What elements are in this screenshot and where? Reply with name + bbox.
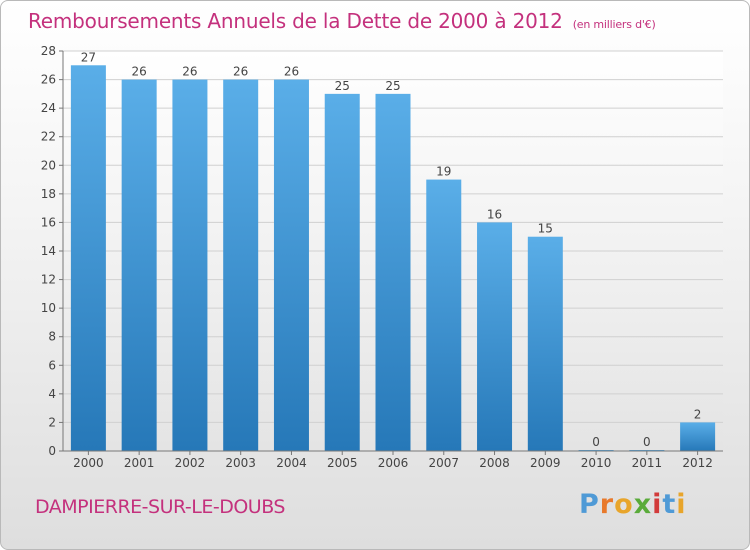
x-tick-label-2012: 2012 <box>682 456 713 470</box>
x-tick-label-2000: 2000 <box>73 456 104 470</box>
y-tick-label: 2 <box>48 415 56 429</box>
bar-2003 <box>223 79 259 452</box>
x-tick-label-2007: 2007 <box>428 456 459 470</box>
x-tick-label-2011: 2011 <box>632 456 663 470</box>
logo-letter: i <box>652 489 663 520</box>
y-tick-label: 16 <box>41 215 56 229</box>
y-tick-label: 0 <box>48 444 56 458</box>
y-tick-label: 24 <box>41 101 56 115</box>
y-tick-label: 22 <box>41 130 56 144</box>
bar-2002 <box>172 79 208 452</box>
logo-letter: t <box>662 489 677 520</box>
x-tick-label-2006: 2006 <box>378 456 409 470</box>
bar-2006 <box>375 93 411 451</box>
x-tick-label-2001: 2001 <box>124 456 155 470</box>
value-label-2003: 26 <box>233 65 248 79</box>
y-tick-label: 18 <box>41 187 56 201</box>
bar-2007 <box>426 179 462 452</box>
bar-2009 <box>527 236 563 451</box>
y-tick-label: 10 <box>41 301 56 315</box>
value-label-2007: 19 <box>436 165 451 179</box>
x-tick-label-2010: 2010 <box>581 456 612 470</box>
y-tick-label: 28 <box>41 44 56 58</box>
value-label-2012: 2 <box>694 407 702 421</box>
bar-2000 <box>70 65 106 452</box>
x-tick-label-2005: 2005 <box>327 456 358 470</box>
value-label-2005: 25 <box>335 79 350 93</box>
proxiti-logo: Proxiti <box>579 489 687 520</box>
y-tick-label: 20 <box>41 158 56 172</box>
y-tick-label: 14 <box>41 244 56 258</box>
value-label-2010: 0 <box>592 435 600 449</box>
bar-2001 <box>121 79 157 452</box>
x-tick-label-2008: 2008 <box>479 456 510 470</box>
logo-letter: P <box>579 489 600 520</box>
y-tick-label: 26 <box>41 73 56 87</box>
commune-name: DAMPIERRE-SUR-LE-DOUBS <box>35 496 285 518</box>
value-label-2002: 26 <box>182 65 197 79</box>
logo-letter: i <box>676 489 687 520</box>
value-label-2001: 26 <box>132 65 147 79</box>
value-label-2004: 26 <box>284 65 299 79</box>
chart-title: Remboursements Annuels de la Dette de 20… <box>28 9 656 33</box>
y-tick-label: 8 <box>48 330 56 344</box>
value-label-2011: 0 <box>643 435 651 449</box>
logo-letter: x <box>633 489 653 520</box>
x-axis: 2000 2001 2002 2003 2004 2005 2006 2007 2008 2009… <box>63 450 723 470</box>
bar-2012 <box>680 422 716 451</box>
x-tick-label-2009: 2009 <box>530 456 561 470</box>
chart-title-text: Remboursements Annuels de la Dette de 20… <box>28 9 563 33</box>
logo-letter: r <box>599 489 615 520</box>
x-tick-label-2002: 2002 <box>175 456 206 470</box>
value-label-2000: 27 <box>81 50 96 64</box>
chart-subtitle: (en milliers d'€) <box>572 18 656 31</box>
x-tick-label-2003: 2003 <box>225 456 256 470</box>
logo-letter: o <box>614 489 634 520</box>
y-tick-label: 12 <box>41 273 56 287</box>
y-tick-label: 4 <box>48 387 56 401</box>
bar-2004 <box>273 79 309 452</box>
y-tick-label: 6 <box>48 358 56 372</box>
bar-2008 <box>477 222 513 451</box>
bar-2005 <box>324 93 360 451</box>
value-label-2009: 15 <box>538 222 553 236</box>
value-label-2006: 25 <box>385 79 400 93</box>
x-tick-label-2004: 2004 <box>276 456 307 470</box>
bars: 27 26 26 26 26 25 25 19 16 15 0 0 2 <box>70 50 716 452</box>
value-label-2008: 16 <box>487 207 502 221</box>
